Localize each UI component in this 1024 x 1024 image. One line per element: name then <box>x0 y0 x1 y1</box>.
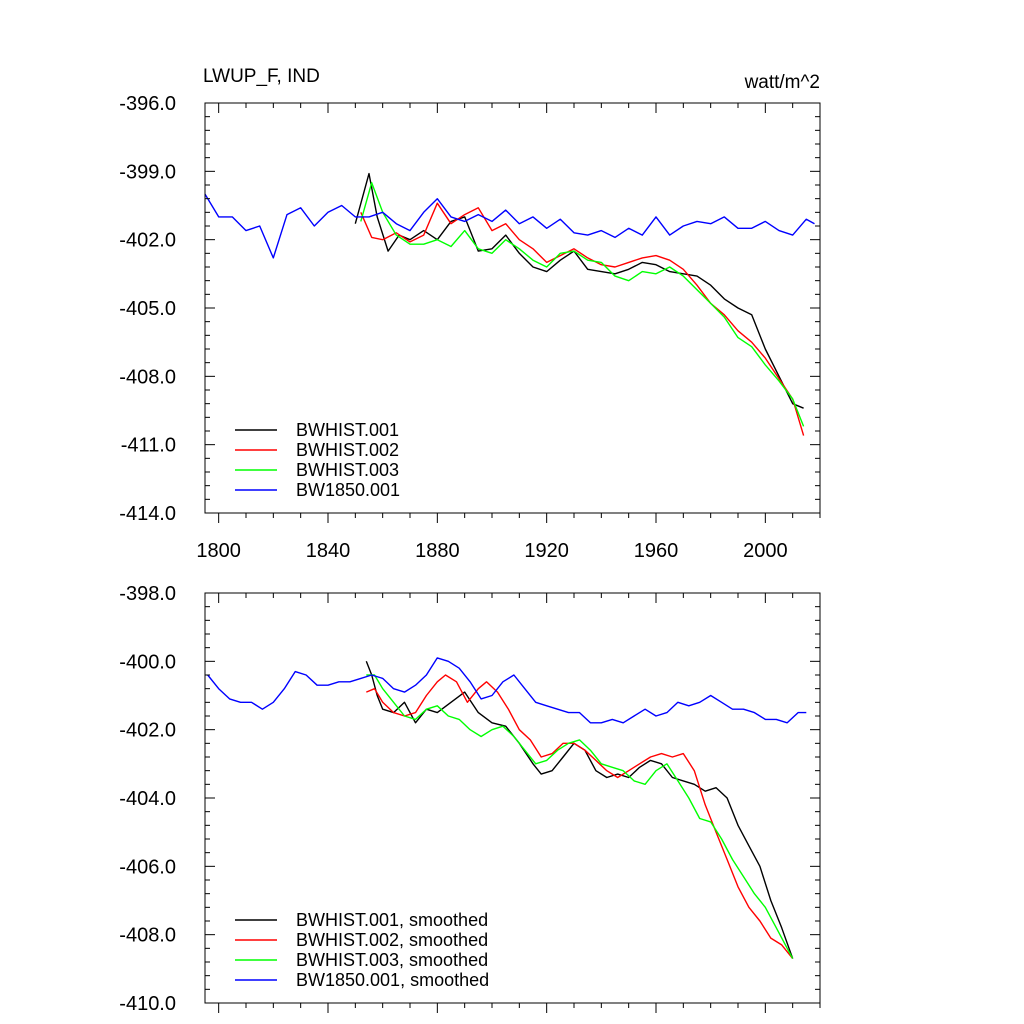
y-tick-label: -402.0 <box>119 230 176 252</box>
y-tick-label: -410.0 <box>119 993 176 1015</box>
panel-1: -396.0 -399.0 -402.0 -405.0 -408.0 -411.0 -414… <box>119 93 821 562</box>
legend-label-2: BWHIST.002 <box>296 440 399 460</box>
series-line-4 <box>204 193 815 259</box>
x-tick-label: 2000 <box>743 540 788 562</box>
y-tick-label: -398.0 <box>119 583 176 605</box>
y-tick-label: -411.0 <box>121 435 176 457</box>
series-line-2 <box>360 202 805 436</box>
series-line-3 <box>360 182 805 427</box>
y-tick-label: -396.0 <box>119 93 176 115</box>
y-tick-label: -399.0 <box>119 161 176 183</box>
x-tick-label: 1840 <box>306 540 351 562</box>
legend-label-2: BWHIST.002, smoothed <box>296 930 488 950</box>
legend-label-1: BWHIST.001, smoothed <box>296 910 488 930</box>
series-line-2 <box>366 674 794 960</box>
x-tick-label: 1800 <box>196 540 241 562</box>
legend-label-3: BWHIST.003 <box>296 460 399 480</box>
y-tick-label: -402.0 <box>119 720 176 742</box>
legend-label-4: BW1850.001 <box>296 480 400 500</box>
x-tick-label: 1880 <box>415 540 460 562</box>
y-tick-label: -408.0 <box>119 925 176 947</box>
legend-label-3: BWHIST.003, smoothed <box>296 950 488 970</box>
y-tick-label: -414.0 <box>119 503 176 525</box>
legend-label-1: BWHIST.001 <box>296 420 399 440</box>
y-tick-label: -408.0 <box>119 366 176 388</box>
series-line-4 <box>207 657 807 724</box>
y-tick-label: -405.0 <box>119 298 176 320</box>
panel-1-title-left: LWUP_F, IND <box>203 66 320 87</box>
panel-2: -398.0 -400.0 -402.0 -404.0 -406.0 -408.0 -410… <box>119 583 821 1015</box>
y-tick-label: -406.0 <box>119 856 176 878</box>
y-tick-label: -400.0 <box>119 651 176 673</box>
series-line-3 <box>366 674 794 959</box>
legend-label-4: BW1850.001, smoothed <box>296 970 489 990</box>
y-tick-label: -404.0 <box>119 788 176 810</box>
series-line-1 <box>354 172 804 409</box>
x-tick-label: 1960 <box>634 540 679 562</box>
x-tick-label: 1920 <box>524 540 569 562</box>
panel-1-title-right: watt/m^2 <box>744 72 820 93</box>
